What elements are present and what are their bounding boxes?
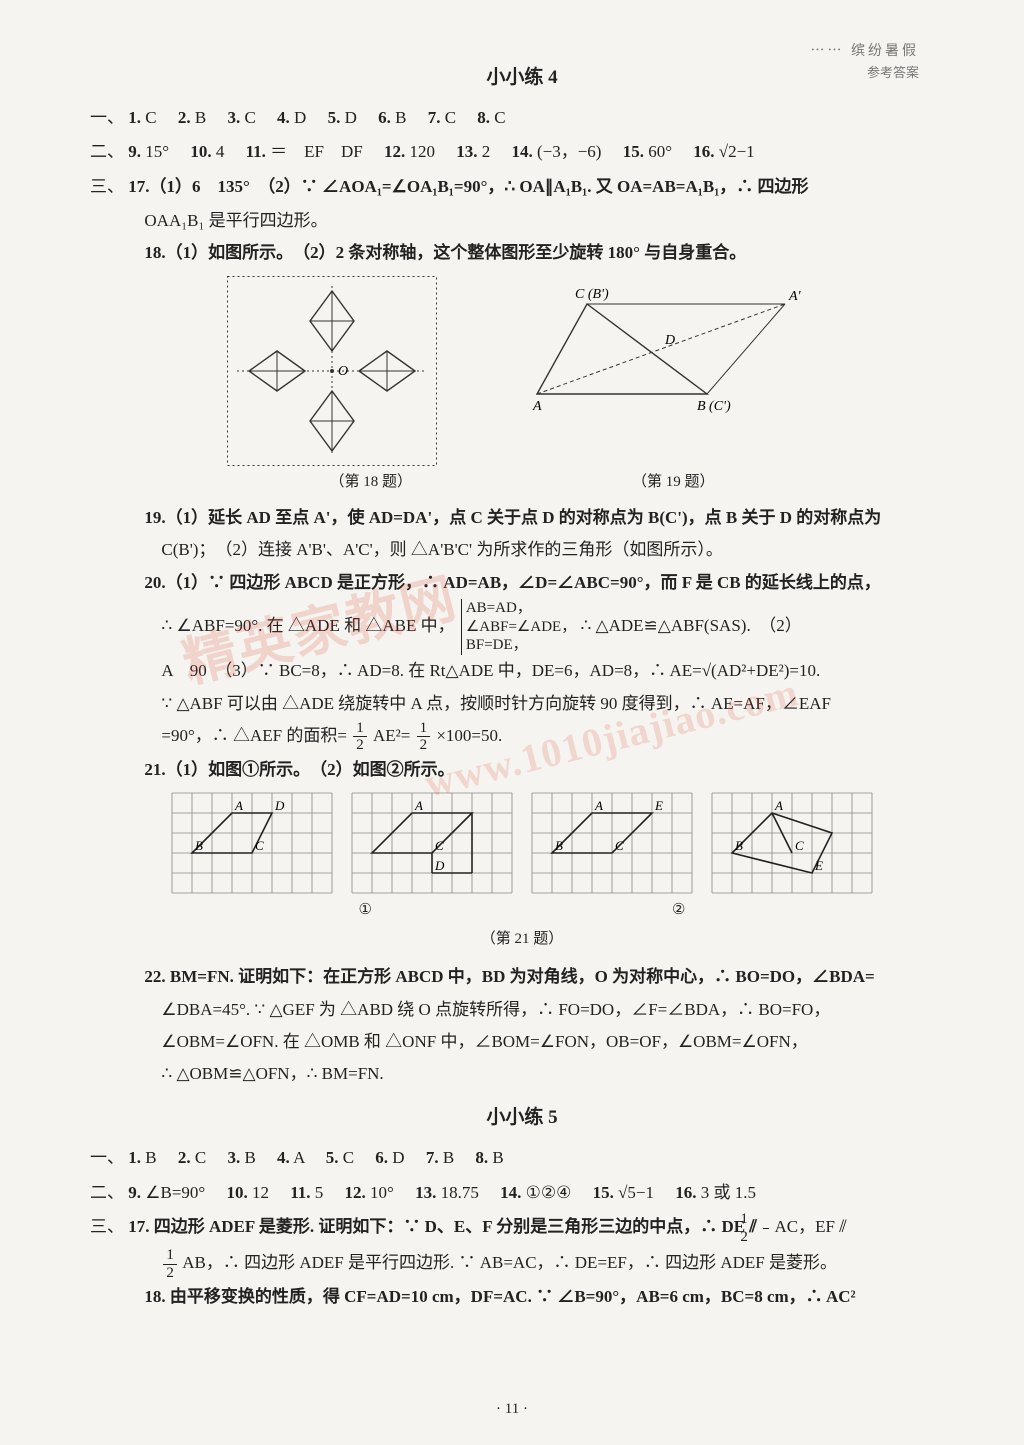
answer-num: 2. [178,108,191,127]
header-decoration: ⋯⋯ 缤纷暑假 参考答案 [811,42,920,82]
s4-q20-a: 20.（1）∵ 四边形 ABCD 是正方形，∴ AD=AB，∠D=∠ABC=90… [90,567,954,599]
s4-q20-e: =90°，∴ △AEF 的面积= 12 AE²= 12 ×100=50. [90,720,954,754]
answer-num: 16. [675,1183,696,1202]
s5-q18-a: 18. 由平移变换的性质，得 CF=AD=10 cm，DF=AC. ∵ ∠B=9… [90,1281,954,1313]
grid-panel: A CD [351,792,513,894]
svg-text:C: C [795,838,804,853]
answer-num: 4. [277,1148,290,1167]
answer-num: 12. [384,142,405,161]
figures-18-19: O D A B (C') C (B') A' [90,276,954,466]
q21-grids: ADBCACDAEBCABCE [90,792,954,894]
answer-num: 16. [693,142,714,161]
svg-text:D: D [434,858,445,873]
header-line2: 参考答案 [811,64,920,82]
q21-sub-captions: ① ② [90,896,954,925]
answer-num: 9. [128,142,141,161]
page-number: · 11 · [0,1395,1024,1424]
grid-panel: A B CE [711,792,873,894]
answer-num: 8. [475,1148,488,1167]
answer-num: 7. [428,108,441,127]
answer-num: 3. [227,1148,240,1167]
answer-num: 8. [477,108,490,127]
grid-panel: A D B C [171,792,333,894]
answer-num: 6. [375,1148,388,1167]
s4-q17-a: 17.（1）6 135° （2）∵ ∠AOA₁=∠OA₁B₁=90°，∴ OA∥… [128,177,808,196]
answer-num: 11. [246,142,266,161]
answer-num: 14. [511,142,532,161]
s5-q17-b: 12 AB，∴ 四边形 ADEF 是平行四边形. ∵ AB=AC，∴ DE=EF… [90,1247,954,1281]
answer-num: 15. [623,142,644,161]
s4-q20-d: ∵ △ABF 可以由 △ADE 绕旋转中 A 点，按顺时针方向旋转 90 度得到… [90,688,954,720]
answer-num: 11. [290,1183,310,1202]
s5-row1: 一、 1. B 2. C 3. B 4. A 5. C 6. D 7. B 8.… [90,1142,954,1174]
s4-q20-c: A 90 （3）∵ BC=8，∴ AD=8. 在 Rt△ADE 中，DE=6，A… [90,655,954,687]
answer-num: 3. [227,108,240,127]
svg-text:A: A [414,798,423,813]
svg-text:D: D [664,333,675,348]
s4-row2: 二、 9. 15° 10. 4 11. ＝ EF DF 12. 120 13. … [90,136,954,168]
fig19-label: （第 19 题） [632,468,715,497]
svg-text:B: B [735,838,743,853]
svg-text:B (C'): B (C') [697,399,731,414]
answer-num: 6. [378,108,391,127]
answer-num: 5. [328,108,341,127]
s4-q19-b: C(B')； （2）连接 A'B'、A'C'，则 △A'B'C' 为所求作的三角… [90,534,954,566]
svg-text:A: A [234,798,243,813]
q21-caption-main: （第 21 题） [90,925,954,954]
s4-q19-a: 19.（1）延长 AD 至点 A'，使 AD=DA'，点 C 关于点 D 的对称… [90,502,954,534]
svg-text:A': A' [788,289,802,304]
header-line1: ⋯⋯ 缤纷暑假 [811,42,920,62]
answer-num: 1. [128,1148,141,1167]
answer-num: 4. [277,108,290,127]
figure-18: O [227,276,437,466]
answer-num: 15. [593,1183,614,1202]
s5-row2: 二、 9. ∠B=90° 10. 12 11. 5 12. 10° 13. 18… [90,1177,954,1209]
s4-q18-a: 18.（1）如图所示。 （2）2 条对称轴，这个整体图形至少旋转 180° 与自… [90,237,954,269]
grid-panel: A E B C [531,792,693,894]
answer-num: 1. [128,108,141,127]
svg-text:C: C [615,838,624,853]
s4-q22-d: ∴ △OBM≌△OFN，∴ BM=FN. [90,1058,954,1090]
answer-num: 10. [190,142,211,161]
answer-num: 9. [128,1183,141,1202]
s4-q21-a: 21.（1）如图①所示。 （2）如图②所示。 [90,754,954,786]
s5-q17: 三、 17. 四边形 ADEF 是菱形. 证明如下：∵ D、E、F 分别是三角形… [90,1211,954,1245]
svg-text:A: A [594,798,603,813]
fig18-label: （第 18 题） [329,468,412,497]
s4-q17-b: OAA₁B₁ 是平行四边形。 [90,205,954,237]
s4-q22-a: 22. BM=FN. 证明如下：在正方形 ABCD 中，BD 为对角线，O 为对… [90,961,954,993]
q21-cap-right: ② [672,896,685,925]
answer-num: 12. [345,1183,366,1202]
svg-text:E: E [814,858,823,873]
answer-num: 5. [326,1148,339,1167]
svg-text:D: D [274,798,285,813]
figure-19: D A B (C') C (B') A' [517,276,817,466]
svg-text:B: B [195,838,203,853]
q21-cap-left: ① [359,896,372,925]
s4-q22-c: ∠OBM=∠OFN. 在 △OMB 和 △ONF 中，∠BOM=∠FON，OB=… [90,1026,954,1058]
section5-title: 小小练 5 [90,1100,954,1136]
s4-q17: 三、 17.（1）6 135° （2）∵ ∠AOA₁=∠OA₁B₁=90°，∴ … [90,171,954,203]
figure-captions: （第 18 题） （第 19 题） [90,468,954,497]
svg-text:E: E [654,798,663,813]
svg-text:A: A [774,798,783,813]
s4-row1: 一、 1. C 2. B 3. C 4. D 5. D 6. B 7. C 8.… [90,102,954,134]
answer-num: 2. [178,1148,191,1167]
svg-text:C: C [255,838,264,853]
answer-num: 10. [226,1183,247,1202]
svg-text:A: A [532,399,542,414]
answer-num: 14. [500,1183,521,1202]
svg-text:C: C [435,838,444,853]
svg-text:B: B [555,838,563,853]
svg-text:O: O [338,364,348,379]
svg-text:C (B'): C (B') [575,287,609,302]
s4-q22-b: ∠DBA=45°. ∵ △GEF 为 △ABD 绕 O 点旋转所得，∴ FO=D… [90,994,954,1026]
s4-q20-b: ∴ ∠ABF=90°. 在 △ADE 和 △ABE 中， AB=AD，∠ABF=… [90,599,954,655]
answer-num: 7. [426,1148,439,1167]
answer-num: 13. [415,1183,436,1202]
answer-num: 13. [456,142,477,161]
